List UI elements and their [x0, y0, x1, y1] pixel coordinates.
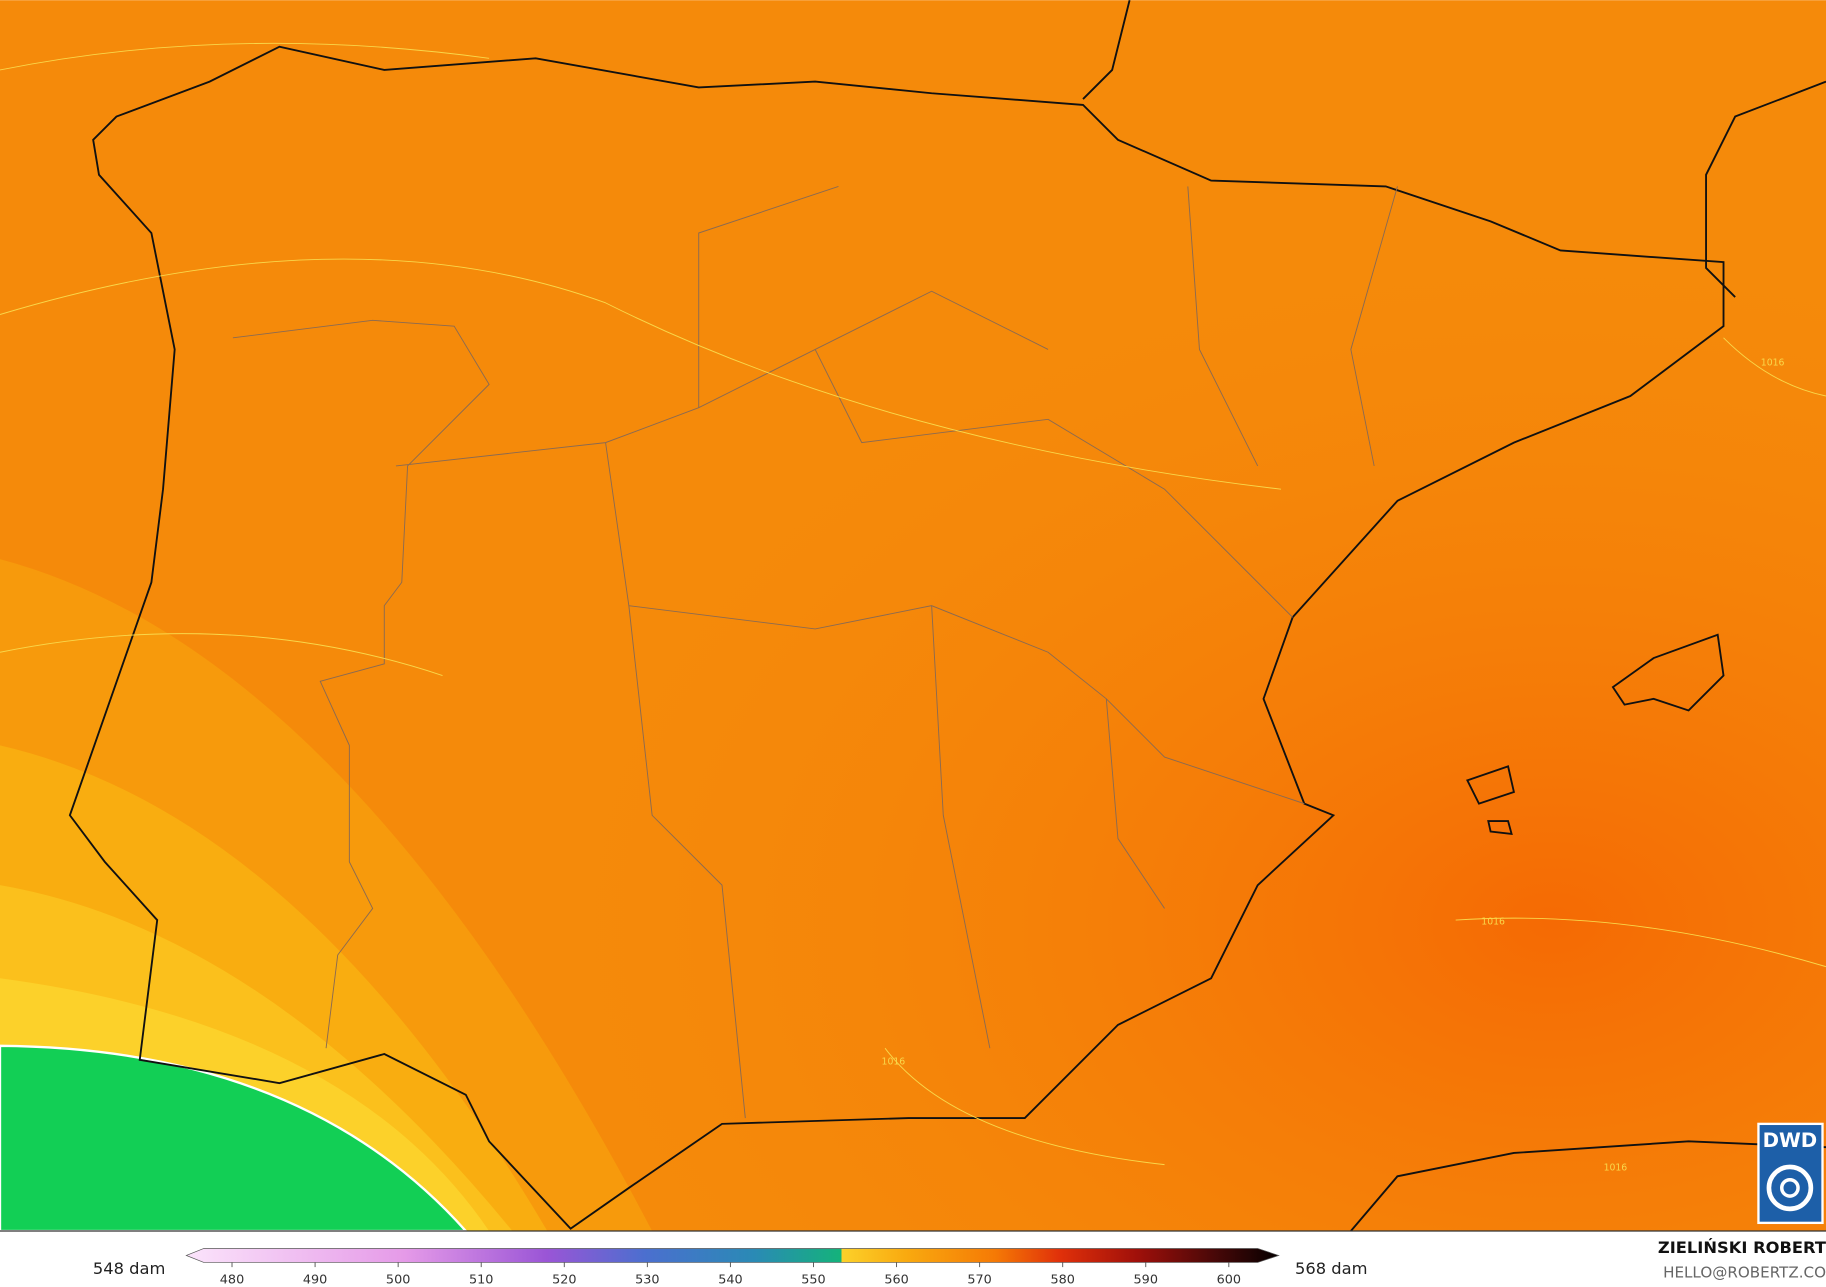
contour-label: 1016	[1604, 1162, 1628, 1173]
colorbar-ticks: 480 490 500 510 520 530 540 550 560 570 580 590 600	[220, 1262, 1241, 1287]
colorbar-tick-label: 570	[967, 1272, 991, 1287]
island	[1466, 765, 1515, 835]
colorbar-tick-label: 550	[801, 1272, 825, 1287]
colorbar-tick-label: 560	[884, 1272, 908, 1287]
colorbar-tick-label: 520	[552, 1272, 576, 1287]
coastline	[1705, 80, 1826, 298]
isolines	[0, 42, 1826, 1166]
credit-contact: HELLO@ROBERTZ.CO	[1663, 1263, 1826, 1281]
logo-swirl	[1780, 1178, 1800, 1198]
coastline	[1350, 1140, 1826, 1232]
credit-name: ZIELIŃSKI ROBERT	[1658, 1238, 1826, 1257]
field-band	[0, 1044, 468, 1232]
logo-swirl	[1766, 1164, 1814, 1212]
colorbar	[185, 1248, 1280, 1263]
colorbar-tick-label: 510	[469, 1272, 493, 1287]
contour-label: 1016	[1481, 917, 1505, 928]
colorbar-tick-label: 540	[718, 1272, 742, 1287]
coastline	[1082, 0, 1131, 100]
colorbar-tick-label: 590	[1134, 1272, 1158, 1287]
contour-label: 1016	[882, 1056, 906, 1067]
contour-label: 1016	[1761, 358, 1785, 369]
legend-min: 548 dam	[93, 1259, 165, 1278]
logo	[1757, 1122, 1824, 1225]
colorbar-tick-label: 490	[303, 1272, 327, 1287]
logo-text: DWD	[1763, 1129, 1818, 1152]
island	[1611, 633, 1725, 712]
colorbar-tick-label: 530	[635, 1272, 659, 1287]
map: 1016 1016 1016 1016 DWD	[0, 0, 1826, 1232]
borders	[232, 185, 1398, 1119]
colorbar-tick-label: 600	[1217, 1272, 1241, 1287]
legend-max: 568 dam	[1295, 1259, 1368, 1278]
coastline	[68, 45, 1725, 1230]
colorbar-tick-label: 580	[1050, 1272, 1074, 1287]
colorbar-tick-label: 480	[220, 1272, 244, 1287]
colorbar-tick-label: 500	[386, 1272, 410, 1287]
